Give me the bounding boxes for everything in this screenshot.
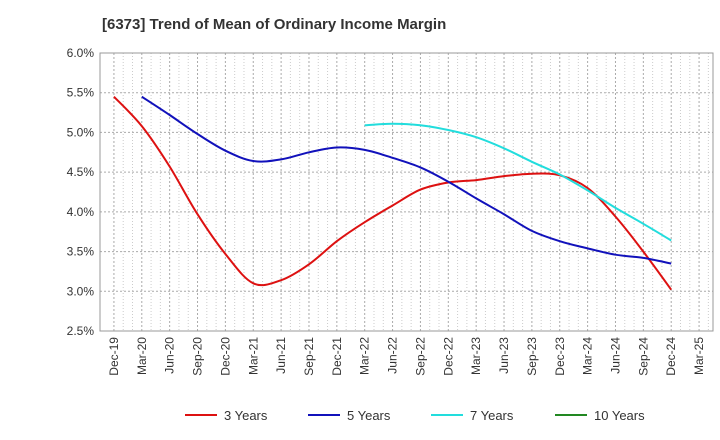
x-tick-label: Sep-24: [636, 337, 650, 376]
y-tick-label: 3.0%: [67, 284, 95, 298]
y-axis-ticks: 2.5% 3.0% 3.5% 4.0% 4.5% 5.0% 5.5% 6.0%: [67, 46, 95, 338]
series-line-3-years: [113, 96, 673, 291]
x-tick-label: Sep-21: [302, 337, 316, 376]
x-tick-label: Dec-22: [441, 337, 455, 376]
x-tick-label: Mar-24: [581, 337, 595, 375]
x-tick-label: Mar-20: [135, 337, 149, 375]
x-tick-label: Dec-24: [664, 337, 678, 376]
series-line-7-years: [364, 122, 672, 242]
legend-label-3-years: 3 Years: [224, 408, 268, 423]
x-tick-label: Dec-23: [553, 337, 567, 376]
x-tick-label: Sep-20: [191, 337, 205, 376]
y-tick-label: 3.5%: [67, 245, 95, 259]
plot-area: [99, 52, 714, 332]
chart-title: [6373] Trend of Mean of Ordinary Income …: [102, 16, 446, 33]
series-line-5-years: [141, 95, 672, 265]
y-tick-label: 5.5%: [67, 86, 95, 100]
x-tick-label: Sep-22: [413, 337, 427, 376]
x-tick-label: Dec-19: [107, 337, 121, 376]
x-tick-label: Sep-23: [525, 337, 539, 376]
x-tick-label: Dec-20: [218, 337, 232, 376]
x-tick-label: Mar-23: [469, 337, 483, 375]
x-tick-label: Mar-22: [358, 337, 372, 375]
legend: 3 Years 5 Years 7 Years 10 Years: [185, 408, 645, 423]
y-tick-label: 2.5%: [67, 324, 95, 338]
y-tick-label: 5.0%: [67, 125, 95, 139]
legend-label-7-years: 7 Years: [470, 408, 514, 423]
x-tick-label: Jun-22: [386, 337, 400, 374]
legend-label-5-years: 5 Years: [347, 408, 391, 423]
x-tick-label: Jun-24: [608, 337, 622, 374]
legend-label-10-years: 10 Years: [594, 408, 645, 423]
x-tick-label: Jun-21: [274, 337, 288, 374]
grid: [100, 52, 713, 332]
x-tick-label: Mar-25: [692, 337, 706, 375]
x-axis-ticks: Dec-19 Mar-20 Jun-20 Sep-20 Dec-20 Mar-21 Jun-…: [107, 337, 706, 376]
x-tick-label: Jun-23: [497, 337, 511, 374]
y-tick-label: 4.5%: [67, 165, 95, 179]
y-tick-label: 4.0%: [67, 205, 95, 219]
x-tick-label: Jun-20: [163, 337, 177, 374]
y-tick-label: 6.0%: [67, 46, 95, 60]
x-tick-label: Dec-21: [330, 337, 344, 376]
series-lines: [113, 95, 673, 291]
x-tick-label: Mar-21: [246, 337, 260, 375]
